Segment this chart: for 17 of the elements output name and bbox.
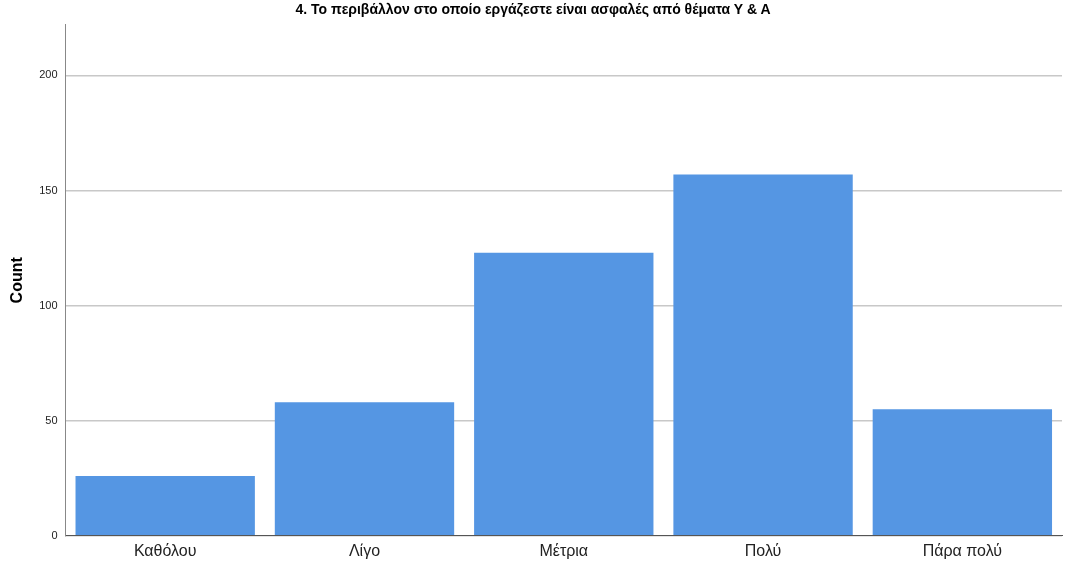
x-tick-label: Πάρα πολύ [922,541,1003,559]
y-tick-label: 0 [51,528,58,541]
bar [673,174,853,536]
chart-title: 4. Το περιβάλλον στο οποίο εργάζεστε είναι ασφαλές από θέματα Υ & Α [295,1,771,18]
x-tick-label: Πολύ [744,541,782,559]
y-tick-label: 150 [39,183,58,196]
y-axis-title: Count [8,256,26,304]
bar [75,475,255,536]
y-tick-label: 100 [39,298,58,311]
x-tick-label: Λίγο [348,541,381,559]
x-tick-label: Καθόλου [133,541,197,559]
x-tick-label: Μέτρια [539,541,589,559]
bar [872,409,1053,536]
y-tick-label: 50 [45,413,58,426]
y-tick-label: 200 [39,68,58,81]
bar [274,402,455,536]
bar [474,252,654,536]
